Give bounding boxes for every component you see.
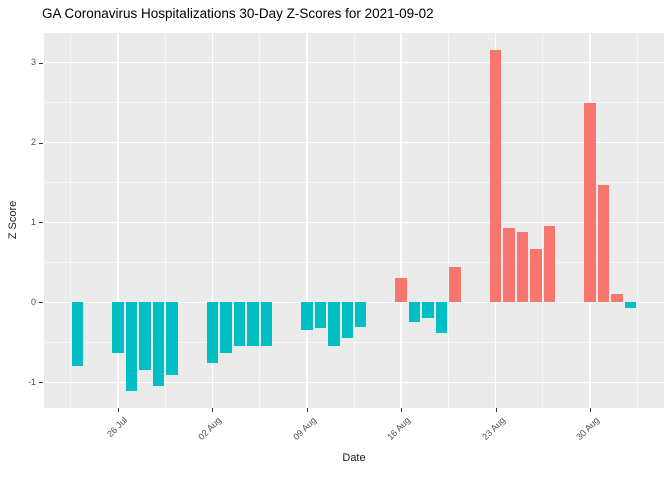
x-tick-mark [495,408,497,412]
bar-05-aug [247,302,259,347]
x-tick-label: 30 Aug [574,415,601,442]
bar-04-aug [233,302,246,347]
x-axis-title: Date [342,452,366,464]
gridline-v-minor [259,33,261,408]
x-tick-label: 09 Aug [291,415,318,442]
y-tick-label: 2 [30,137,36,148]
gridline-h-major [44,61,664,64]
x-tick-mark [306,408,308,412]
y-tick-mark [39,382,43,384]
gridline-v-minor [164,33,166,408]
bar-27-aug [543,225,556,303]
bar-11-aug [328,302,340,347]
bar-29-jul [152,302,165,387]
x-tick-mark [118,408,120,412]
bar-23-jul [71,302,84,366]
x-tick-label: 23 Aug [479,415,507,442]
y-tick-label: 1 [30,216,36,227]
bar-10-aug [314,302,327,329]
y-tick-label: 0 [30,296,36,307]
gridline-v-major [117,33,119,408]
bar-02-sep [624,302,637,309]
bar-19-aug [435,302,448,333]
bar-18-aug [422,302,434,318]
y-tick-mark [39,222,43,224]
gridline-v-major [400,33,402,408]
y-tick-label: 3 [30,57,36,68]
gridline-v-minor [70,33,72,408]
bar-20-aug [449,267,461,303]
bar-30-aug [584,103,596,303]
gridline-v-minor [353,33,355,408]
x-tick-label: 16 Aug [385,415,413,442]
x-tick-mark [212,408,214,412]
gridline-v-major [306,33,308,408]
y-tick-label: -1 [27,376,36,387]
bar-30-jul [166,302,178,376]
bar-03-aug [220,302,232,353]
gridline-v-minor [636,33,638,408]
y-tick-mark [39,302,43,304]
gridline-h-major [44,221,664,224]
bar-16-aug [395,277,407,303]
gridline-v-minor [447,33,449,408]
bar-25-aug [516,232,529,303]
x-tick-label: 02 Aug [196,415,224,442]
bar-23-aug [489,49,502,303]
x-tick-mark [401,408,403,412]
gridline-v-major [211,33,214,408]
bar-13-aug [355,302,367,328]
chart-title: GA Coronavirus Hospitalizations 30-Day Z… [42,6,434,21]
bar-24-aug [503,228,515,303]
bar-31-aug [597,184,610,303]
bar-17-aug [408,302,421,322]
x-tick-label: 26 Jul [105,415,130,440]
bar-06-aug [260,302,273,346]
y-tick-mark [39,142,43,144]
y-tick-mark [39,62,43,64]
gridline-v-minor [542,33,544,408]
bar-01-sep [611,293,623,303]
gridline-h-major [44,141,664,144]
bar-26-jul [112,302,124,353]
bar-27-jul [125,302,138,392]
bar-02-aug [206,302,219,364]
x-tick-mark [589,408,591,412]
bar-09-aug [301,302,313,330]
plot-panel [44,33,664,408]
bar-28-jul [139,302,151,370]
bar-12-aug [341,302,353,338]
gridline-h-major [44,381,664,384]
bar-26-aug [530,248,542,303]
gridline-h-major [44,301,664,304]
